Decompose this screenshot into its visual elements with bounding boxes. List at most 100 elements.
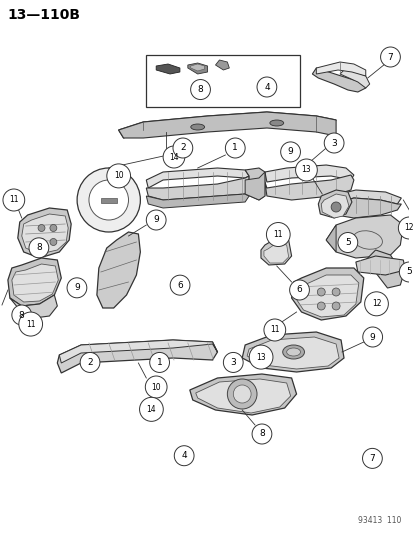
Text: 4: 4: [263, 83, 269, 92]
Circle shape: [225, 138, 244, 158]
Polygon shape: [325, 215, 402, 258]
Circle shape: [163, 146, 185, 168]
Text: 1: 1: [232, 143, 237, 152]
Circle shape: [280, 142, 300, 162]
Polygon shape: [101, 198, 116, 203]
Text: 14: 14: [146, 405, 156, 414]
Polygon shape: [318, 190, 351, 218]
Polygon shape: [247, 337, 338, 369]
Circle shape: [170, 275, 190, 295]
Text: 10: 10: [151, 383, 161, 392]
Text: 7: 7: [387, 52, 392, 61]
Polygon shape: [59, 340, 217, 363]
Polygon shape: [365, 250, 402, 288]
Polygon shape: [335, 190, 400, 204]
Circle shape: [50, 238, 57, 246]
Circle shape: [29, 238, 49, 258]
Text: 12: 12: [371, 300, 380, 308]
Circle shape: [227, 379, 256, 409]
Circle shape: [323, 133, 343, 153]
Polygon shape: [156, 64, 180, 74]
Circle shape: [139, 397, 163, 422]
Circle shape: [256, 77, 276, 97]
Text: 6: 6: [177, 281, 183, 289]
Circle shape: [223, 352, 242, 373]
Polygon shape: [10, 295, 57, 318]
Text: 9: 9: [287, 148, 293, 156]
Circle shape: [50, 224, 57, 231]
Polygon shape: [188, 63, 207, 74]
Polygon shape: [146, 168, 249, 188]
Ellipse shape: [190, 124, 204, 130]
Text: 5: 5: [406, 268, 411, 277]
Text: 13: 13: [301, 166, 311, 174]
Text: 9: 9: [369, 333, 375, 342]
Ellipse shape: [269, 120, 283, 126]
Text: 11: 11: [26, 320, 36, 328]
Text: 8: 8: [19, 311, 24, 319]
Polygon shape: [316, 62, 365, 76]
Polygon shape: [18, 208, 71, 258]
Circle shape: [249, 345, 272, 369]
Polygon shape: [260, 238, 291, 265]
Text: 3: 3: [330, 139, 336, 148]
Bar: [146, 55, 299, 107]
Polygon shape: [119, 112, 335, 138]
Text: 1: 1: [157, 358, 162, 367]
Polygon shape: [190, 64, 204, 71]
Text: 9: 9: [153, 215, 159, 224]
Polygon shape: [335, 198, 400, 218]
Ellipse shape: [286, 348, 300, 356]
Polygon shape: [242, 332, 343, 372]
Polygon shape: [146, 176, 249, 200]
Polygon shape: [355, 256, 404, 275]
Circle shape: [295, 159, 316, 181]
Circle shape: [362, 327, 382, 347]
Text: 2: 2: [87, 358, 93, 367]
Circle shape: [337, 232, 357, 253]
Circle shape: [38, 224, 45, 231]
Circle shape: [173, 138, 192, 158]
Circle shape: [19, 312, 43, 336]
Polygon shape: [339, 68, 369, 88]
Polygon shape: [189, 374, 296, 415]
Circle shape: [399, 262, 413, 282]
Circle shape: [380, 47, 399, 67]
Polygon shape: [146, 194, 249, 208]
Circle shape: [364, 292, 387, 316]
Text: 11: 11: [9, 196, 19, 205]
Text: 8: 8: [259, 430, 264, 439]
Text: 6: 6: [296, 286, 301, 295]
Polygon shape: [8, 258, 61, 306]
Polygon shape: [264, 165, 353, 182]
Polygon shape: [264, 175, 353, 200]
Text: 14: 14: [169, 152, 178, 161]
Polygon shape: [312, 68, 365, 92]
Circle shape: [3, 189, 25, 211]
Polygon shape: [195, 379, 290, 413]
Text: 13: 13: [256, 353, 265, 361]
Circle shape: [331, 302, 339, 310]
Polygon shape: [295, 275, 358, 317]
Polygon shape: [22, 214, 68, 254]
Text: 8: 8: [197, 85, 203, 94]
Polygon shape: [325, 225, 335, 252]
Polygon shape: [291, 268, 363, 320]
Text: 93413  110: 93413 110: [357, 516, 400, 525]
Circle shape: [67, 278, 87, 298]
Polygon shape: [320, 194, 348, 218]
Circle shape: [316, 302, 325, 310]
Polygon shape: [57, 340, 217, 373]
Circle shape: [12, 305, 31, 325]
Circle shape: [145, 376, 167, 398]
Polygon shape: [97, 232, 140, 308]
Circle shape: [397, 217, 413, 239]
Polygon shape: [12, 264, 58, 302]
Text: 5: 5: [344, 238, 350, 247]
Circle shape: [89, 180, 128, 220]
Polygon shape: [244, 172, 264, 200]
Text: 2: 2: [180, 143, 185, 152]
Polygon shape: [119, 112, 335, 138]
Circle shape: [174, 446, 194, 466]
Circle shape: [263, 319, 285, 341]
